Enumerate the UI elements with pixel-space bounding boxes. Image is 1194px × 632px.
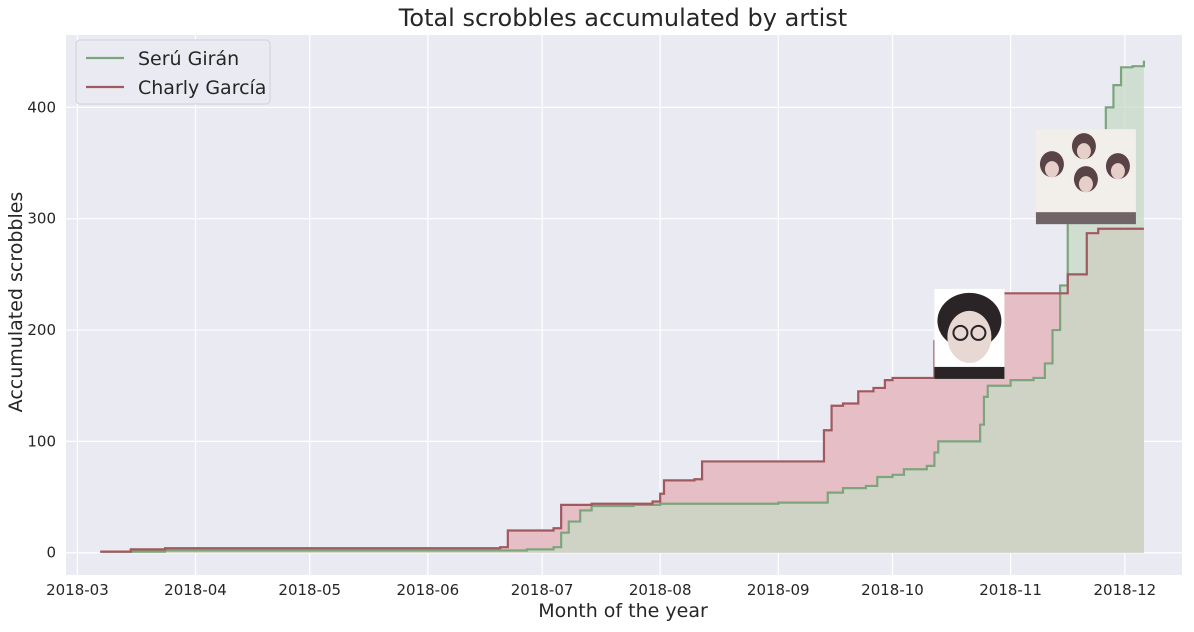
face-shape <box>947 310 992 363</box>
x-tick-label: 2018-12 <box>1094 581 1157 599</box>
x-tick-label: 2018-09 <box>747 581 810 599</box>
glasses-lens <box>952 324 969 341</box>
x-tick-labels: 2018-03 2018-04 2018-05 2018-06 2018-07 2018-… <box>46 581 1156 599</box>
x-tick-label: 2018-11 <box>979 581 1042 599</box>
y-axis-label: Accumulated scrobbles <box>5 192 27 413</box>
band-member-face <box>1076 143 1091 160</box>
x-tick-label: 2018-07 <box>511 581 574 599</box>
y-tick-labels: 0 100 200 300 400 <box>27 98 56 561</box>
band-member-face <box>1044 161 1059 178</box>
series-areas <box>100 60 1144 553</box>
glasses-lens <box>970 324 987 341</box>
photo-floor <box>1035 212 1136 225</box>
x-tick-label: 2018-05 <box>278 581 341 599</box>
band-member-face <box>1110 163 1125 180</box>
x-tick-label: 2018-10 <box>861 581 924 599</box>
series-area <box>100 60 1144 553</box>
y-tick-label: 200 <box>27 321 56 339</box>
y-tick-label: 100 <box>27 432 56 450</box>
x-tick-label: 2018-06 <box>396 581 459 599</box>
legend: Serú Girán Charly García <box>75 39 271 105</box>
artist-photos <box>934 129 1136 379</box>
y-tick-label: 0 <box>46 544 56 562</box>
charly-garcia-photo <box>934 288 1005 379</box>
x-axis-label: Month of the year <box>538 600 708 622</box>
x-tick-label: 2018-08 <box>629 581 692 599</box>
seru-giran-photo <box>1035 129 1136 225</box>
band-member-face <box>1078 176 1093 193</box>
x-tick-label: 2018-03 <box>46 581 109 599</box>
collar-shape <box>934 366 1005 379</box>
y-tick-label: 400 <box>27 98 56 116</box>
chart-title: Total scrobbles accumulated by artist <box>398 4 847 32</box>
x-tick-label: 2018-04 <box>164 581 227 599</box>
legend-box <box>75 39 271 105</box>
series-area <box>100 228 1144 553</box>
legend-label: Charly García <box>138 77 266 99</box>
legend-label: Serú Girán <box>138 48 239 70</box>
y-tick-label: 300 <box>27 210 56 228</box>
